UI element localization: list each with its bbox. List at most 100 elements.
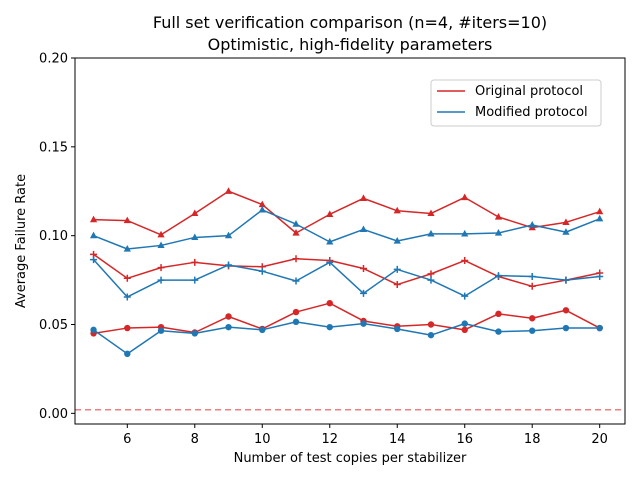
axes-layer [74, 57, 626, 425]
legend-label-modified: Modified protocol [475, 105, 588, 120]
data-point-modified-circle [191, 330, 198, 337]
data-point-modified-circle [124, 350, 131, 358]
data-point-original-circle [562, 307, 570, 314]
data-point-modified-circle [529, 327, 536, 334]
data-point-original-triangle [292, 229, 300, 236]
data-point-modified-triangle [427, 229, 435, 237]
data-point-modified-plus [90, 256, 98, 264]
data-point-original-plus [427, 270, 435, 278]
data-point-modified-plus [157, 276, 165, 284]
series-modified-plus [90, 256, 604, 301]
y-tick-label: 0.10 [39, 229, 68, 244]
y-axis-label: Average Failure Rate [14, 174, 29, 308]
series-original-triangle [89, 187, 604, 238]
data-point-modified-triangle [461, 229, 469, 237]
data-point-modified-plus [562, 276, 570, 284]
data-point-modified-plus [359, 289, 367, 297]
series-line-modified-plus [93, 259, 600, 298]
legend-label-original: Original protocol [475, 84, 583, 99]
data-point-modified-plus [258, 267, 266, 275]
data-point-modified-plus [528, 273, 536, 281]
data-point-modified-triangle [562, 228, 570, 235]
data-point-original-circle [427, 321, 435, 328]
data-point-modified-triangle [292, 220, 300, 227]
data-point-modified-circle [225, 323, 232, 331]
y-tick-label: 0.00 [39, 407, 68, 422]
data-point-modified-triangle [157, 241, 165, 249]
data-point-original-circle [124, 324, 131, 332]
data-point-modified-triangle [359, 225, 368, 233]
legend-box [430, 79, 602, 127]
data-point-modified-plus [393, 265, 401, 273]
data-point-original-circle [225, 313, 232, 320]
series-line-original-plus [93, 253, 600, 288]
series-line-modified-triangle [93, 209, 600, 250]
x-tick-label: 14 [389, 432, 406, 447]
series-line-modified-circle [93, 321, 600, 355]
data-point-original-triangle [191, 209, 199, 217]
data-point-modified-circle [495, 328, 502, 335]
data-point-modified-plus [427, 276, 435, 284]
data-point-original-plus [393, 281, 401, 289]
data-point-original-triangle [157, 230, 165, 238]
data-point-modified-plus [494, 272, 502, 280]
data-point-original-circle [461, 326, 468, 334]
data-point-modified-plus [326, 258, 334, 266]
data-point-modified-plus [461, 292, 469, 300]
data-point-modified-triangle [258, 205, 266, 213]
data-point-modified-circle [326, 323, 333, 331]
data-point-original-triangle [224, 187, 233, 194]
tick-layer: 6 8 10 12 14 16 18 20 0.00 0.05 0.10 0.15 0.20 [39, 52, 608, 448]
axes-frame [74, 57, 626, 425]
y-tick-label: 0.05 [39, 318, 68, 333]
x-tick-label: 6 [123, 432, 131, 447]
data-point-modified-triangle [528, 221, 536, 228]
data-point-modified-circle [461, 320, 468, 327]
data-point-original-plus [123, 274, 131, 282]
x-tick-label: 18 [524, 432, 541, 447]
data-point-modified-circle [427, 331, 435, 339]
data-point-modified-triangle [393, 237, 401, 244]
x-tick-label: 20 [591, 432, 608, 447]
data-point-original-circle [326, 299, 333, 307]
data-point-original-triangle [596, 207, 604, 215]
data-point-modified-circle [394, 325, 401, 333]
data-point-original-plus [157, 264, 165, 272]
series-modified-circle [90, 318, 603, 358]
legend: Original protocol Modified protocol [430, 79, 602, 127]
data-point-modified-triangle [191, 233, 199, 241]
data-point-original-circle [292, 308, 300, 316]
data-point-original-triangle [359, 194, 368, 201]
data-point-modified-circle [90, 326, 97, 334]
data-point-original-triangle [89, 215, 98, 223]
data-point-modified-triangle [326, 237, 334, 245]
data-point-modified-circle [360, 320, 367, 327]
data-point-original-triangle [326, 210, 334, 217]
x-tick-label: 16 [456, 432, 473, 447]
series-line-original-circle [93, 302, 601, 335]
series-modified-triangle [89, 205, 604, 252]
data-point-original-triangle [123, 216, 131, 224]
data-point-modified-plus [225, 261, 233, 269]
data-point-original-triangle [562, 218, 570, 225]
data-point-modified-triangle [494, 229, 503, 236]
data-point-original-plus [191, 258, 199, 266]
x-tick-label: 10 [254, 432, 271, 447]
x-tick-label: 8 [191, 432, 199, 447]
data-point-modified-circle [562, 324, 570, 332]
data-point-modified-plus [123, 293, 131, 301]
y-tick-label: 0.20 [39, 52, 68, 67]
series-line-original-triangle [93, 190, 600, 236]
chart-title: Full set verification comparison (n=4, #… [153, 13, 547, 32]
series-layer [89, 187, 604, 358]
data-point-original-triangle [258, 200, 266, 208]
data-point-modified-plus [191, 276, 199, 284]
x-tick-label: 12 [321, 432, 338, 447]
data-point-original-plus [528, 282, 536, 290]
data-point-original-plus [359, 265, 367, 273]
data-point-modified-plus [292, 277, 300, 285]
data-point-modified-triangle [89, 231, 98, 239]
data-point-original-triangle [461, 193, 469, 201]
data-point-original-triangle [427, 209, 435, 217]
